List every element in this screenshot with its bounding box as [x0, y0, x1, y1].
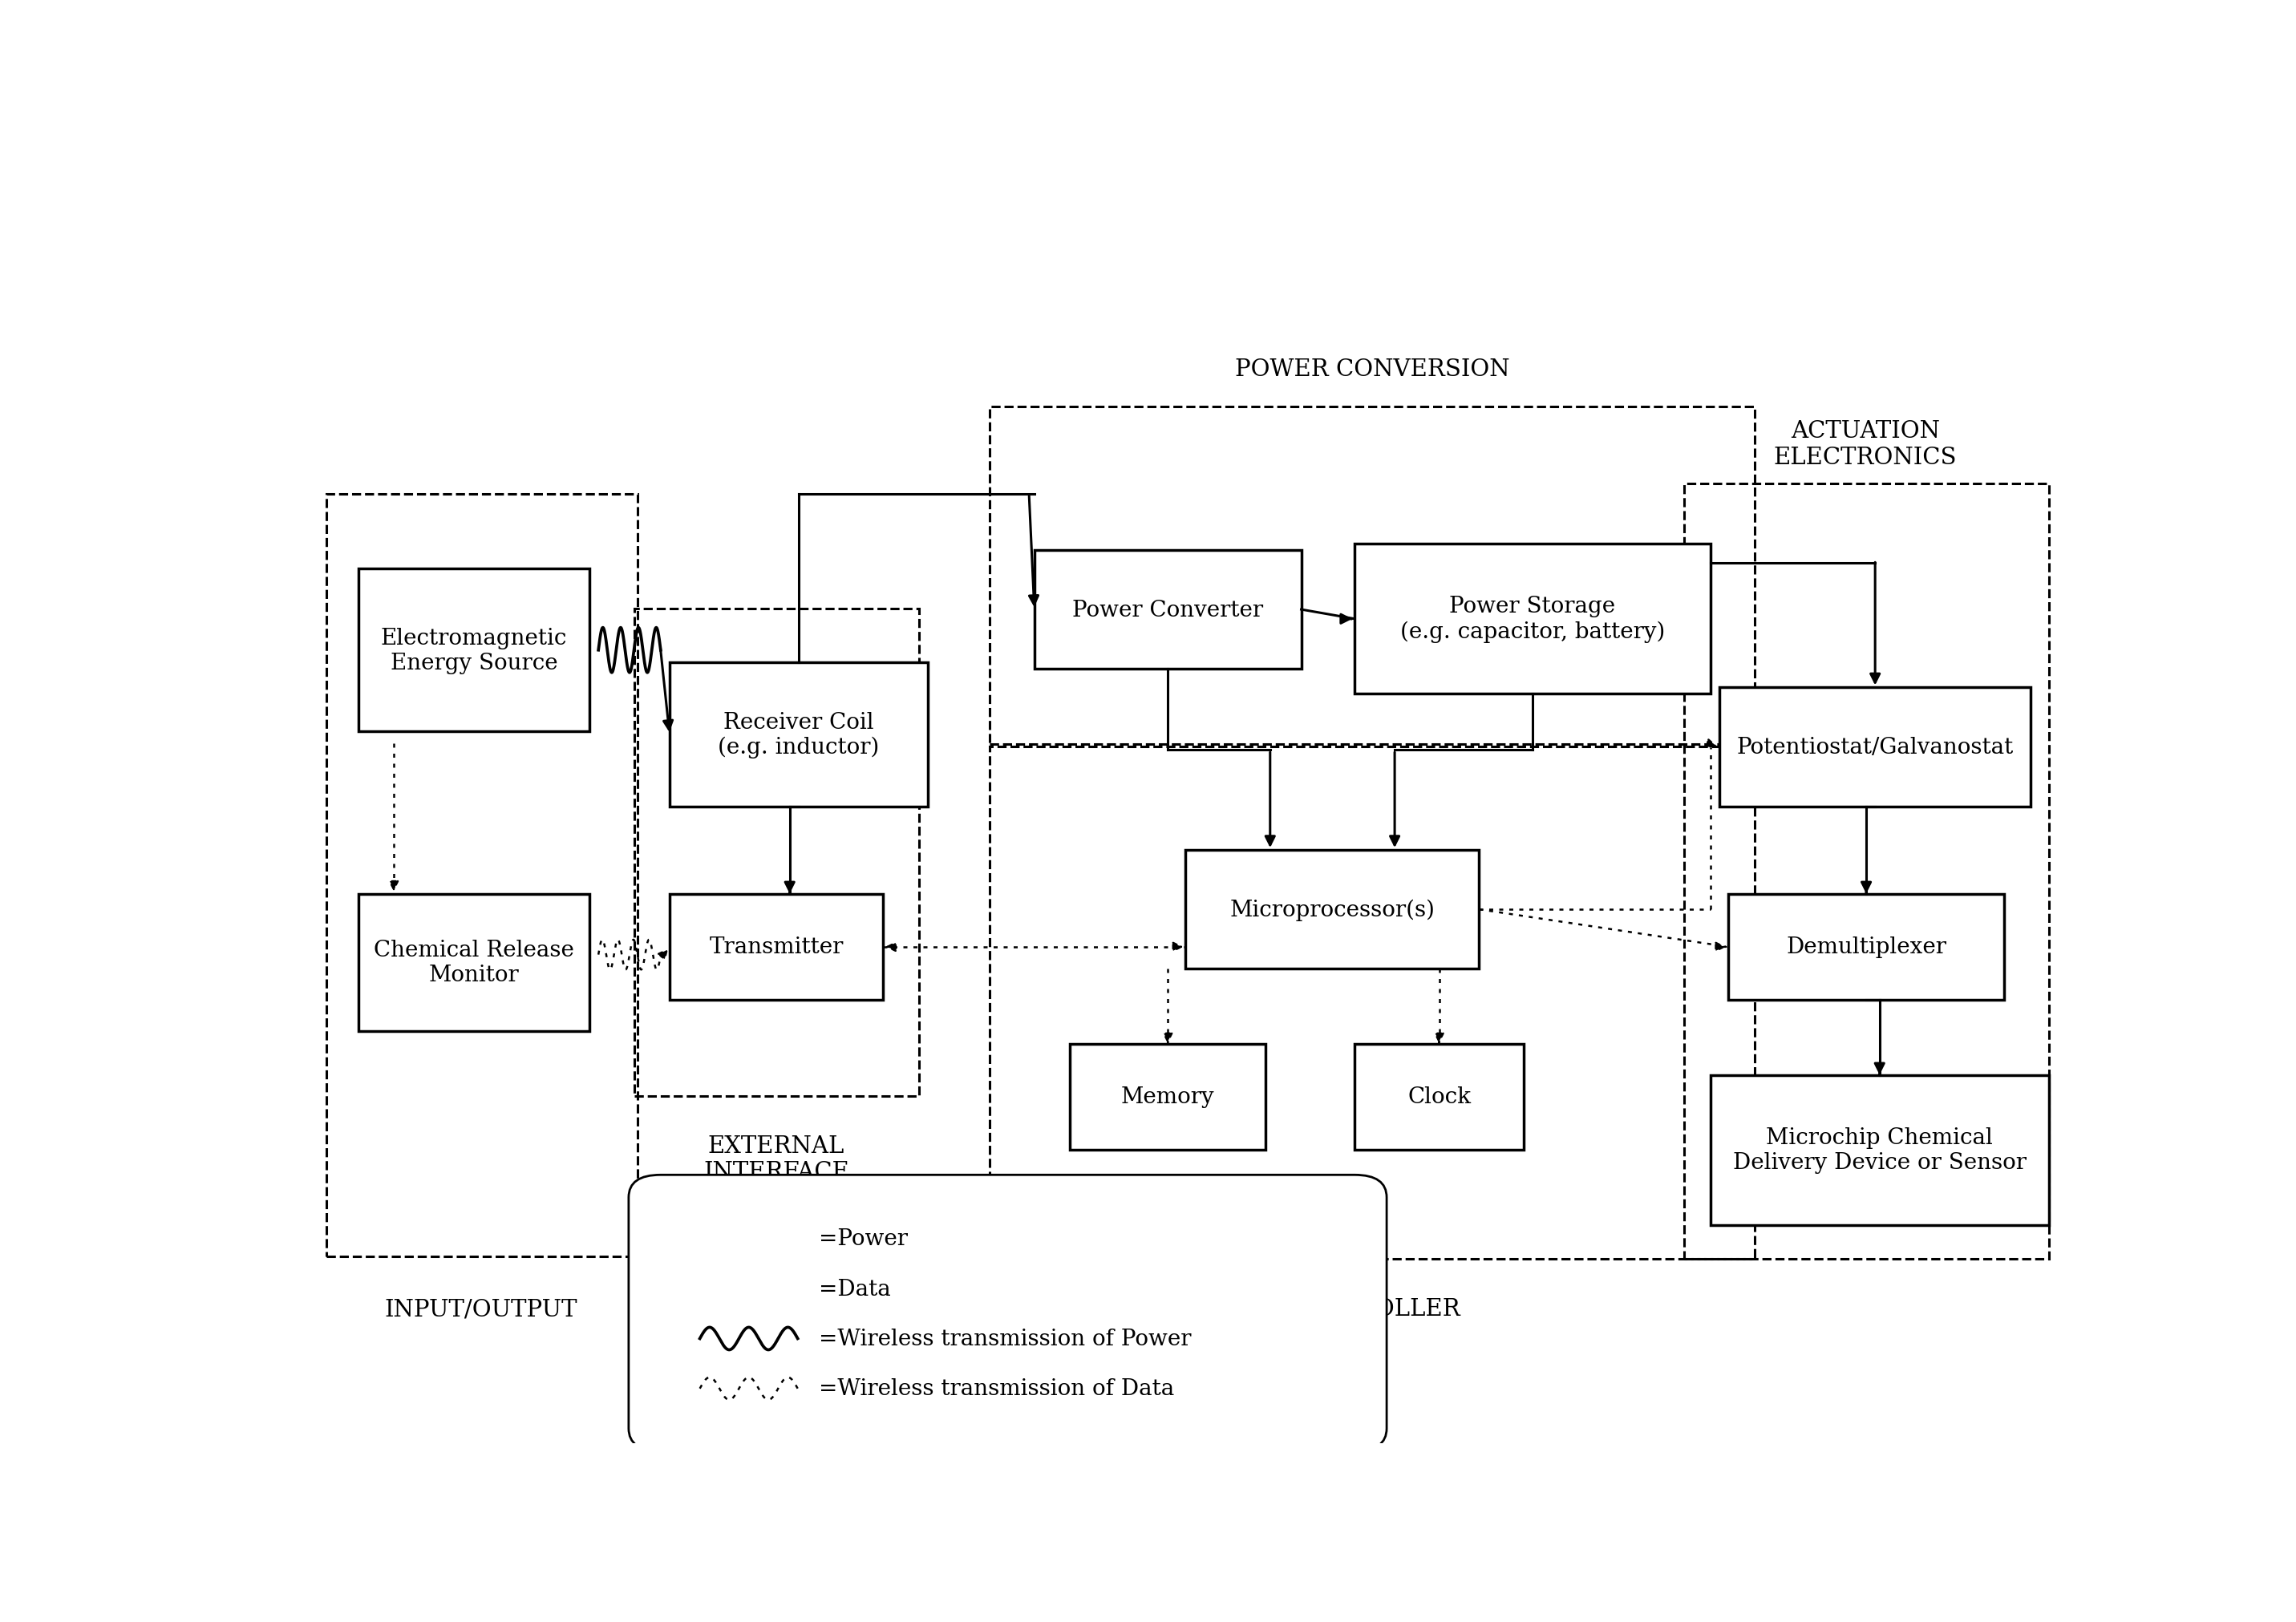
Text: INPUT/OUTPUT: INPUT/OUTPUT	[383, 1298, 576, 1320]
Text: Electromagnetic
Energy Source: Electromagnetic Energy Source	[381, 628, 567, 673]
FancyBboxPatch shape	[1355, 1045, 1525, 1150]
FancyBboxPatch shape	[1720, 688, 2032, 806]
Text: =Wireless transmission of Power: =Wireless transmission of Power	[820, 1328, 1192, 1350]
FancyBboxPatch shape	[358, 894, 590, 1032]
Text: =Data: =Data	[820, 1278, 891, 1299]
FancyBboxPatch shape	[670, 894, 884, 1001]
Text: Clock: Clock	[1407, 1087, 1472, 1108]
FancyBboxPatch shape	[358, 569, 590, 732]
Text: Chemical Release
Monitor: Chemical Release Monitor	[374, 939, 574, 986]
FancyBboxPatch shape	[1729, 894, 2004, 1001]
FancyBboxPatch shape	[629, 1174, 1387, 1452]
Text: Power Converter: Power Converter	[1072, 599, 1263, 621]
Text: Microchip Chemical
Delivery Device or Sensor: Microchip Chemical Delivery Device or Se…	[1733, 1127, 2027, 1173]
Text: =Wireless transmission of Data: =Wireless transmission of Data	[820, 1377, 1176, 1400]
Text: Transmitter: Transmitter	[709, 936, 843, 959]
FancyBboxPatch shape	[1070, 1045, 1265, 1150]
Text: Demultiplexer: Demultiplexer	[1786, 936, 1947, 959]
Text: =Power: =Power	[820, 1228, 907, 1249]
Text: Memory: Memory	[1120, 1087, 1215, 1108]
Text: Power Storage
(e.g. capacitor, battery): Power Storage (e.g. capacitor, battery)	[1401, 595, 1665, 642]
FancyBboxPatch shape	[1033, 550, 1302, 670]
FancyBboxPatch shape	[1355, 545, 1711, 694]
FancyBboxPatch shape	[670, 663, 928, 806]
Text: CONTROLLER: CONTROLLER	[1286, 1298, 1460, 1320]
Text: ACTUATION
ELECTRONICS: ACTUATION ELECTRONICS	[1775, 420, 1956, 469]
FancyBboxPatch shape	[1185, 850, 1479, 968]
Text: Potentiostat/Galvanostat: Potentiostat/Galvanostat	[1736, 736, 2014, 757]
Text: Microprocessor(s): Microprocessor(s)	[1231, 899, 1435, 921]
Text: EXTERNAL
INTERFACE: EXTERNAL INTERFACE	[703, 1135, 850, 1182]
FancyBboxPatch shape	[1711, 1075, 2048, 1225]
Text: Receiver Coil
(e.g. inductor): Receiver Coil (e.g. inductor)	[719, 712, 879, 759]
Text: POWER CONVERSION: POWER CONVERSION	[1235, 358, 1511, 381]
